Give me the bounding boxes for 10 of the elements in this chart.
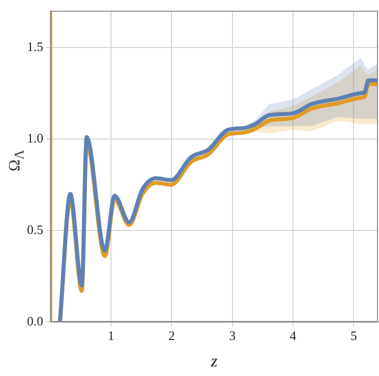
y-tick-label: 0.5 [27, 222, 44, 237]
x-tick-label: 4 [290, 328, 297, 344]
y-tick-label: 0.0 [27, 313, 44, 328]
x-tick-label: 5 [350, 328, 357, 344]
y-tick-label: 1.0 [27, 130, 44, 146]
x-tick-label: 3 [229, 328, 236, 344]
y-tick-label: 1.5 [27, 38, 44, 54]
x-axis-title: z [210, 351, 218, 370]
x-tick-label: 2 [168, 328, 175, 344]
x-tick-label: 1 [108, 328, 114, 344]
